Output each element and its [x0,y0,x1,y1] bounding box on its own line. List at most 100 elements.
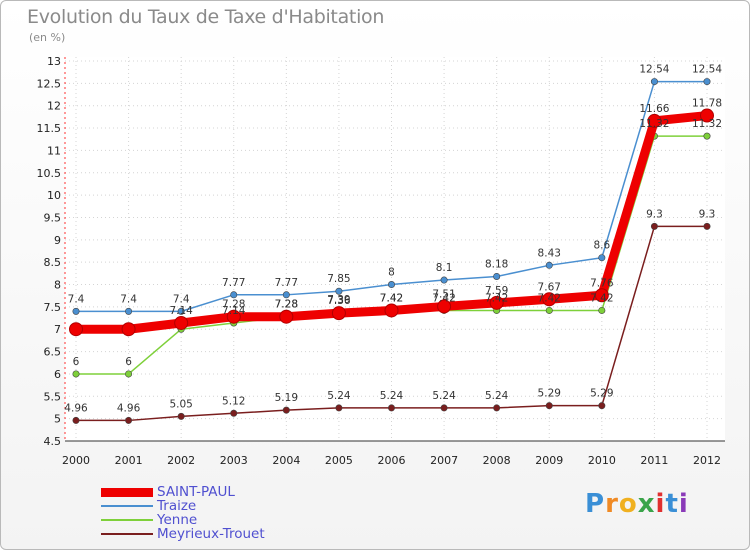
y-tick-label: 8.5 [44,256,62,269]
legend-label: SAINT-PAUL [157,484,235,500]
data-label: 5.05 [169,398,192,410]
x-tick-label: 2000 [62,454,90,467]
data-point [598,402,606,410]
y-tick-label: 6.5 [44,346,62,359]
data-label: 7.36 [327,295,351,307]
data-label: 8.1 [436,262,453,274]
data-point [594,288,609,303]
data-label: 5.24 [432,390,456,402]
legend-item: Yenne [101,513,265,527]
data-point [387,404,395,412]
data-label: 5.24 [380,390,404,402]
x-tick-label: 2006 [378,454,406,467]
x-tick-label: 2007 [430,454,458,467]
data-point [72,307,80,315]
legend-item: SAINT-PAUL [101,485,265,499]
series-saint-paul [69,108,714,337]
y-tick-label: 9 [54,234,61,247]
data-label: 5.29 [538,388,561,400]
data-label: 7.39 [327,294,350,306]
data-label: 8 [388,267,395,279]
data-point [440,404,448,412]
y-tick-label: 7.5 [44,301,62,314]
data-point [335,287,343,295]
legend-item: Traize [101,499,265,513]
data-label: 7.14 [169,305,193,317]
data-label: 9.3 [646,208,663,220]
y-tick-label: 4.5 [44,435,62,448]
data-label: 4.96 [117,402,141,414]
data-point [72,416,80,424]
data-point [230,291,238,299]
data-label: 7.42 [432,292,455,304]
legend-swatch [101,533,153,535]
data-point [282,406,290,414]
legend-item: Meyrieux-Trouet [101,527,265,541]
data-point [440,276,448,284]
data-label: 7.4 [173,293,190,305]
data-point [598,306,606,314]
chart-subtitle: (en %) [29,31,66,44]
plot-area [65,57,725,441]
x-tick-label: 2001 [115,454,143,467]
y-tick-label: 12.5 [37,77,62,90]
data-label: 7.59 [485,285,508,297]
y-tick-label: 10.5 [37,167,62,180]
data-point [545,402,553,410]
data-point [121,322,136,337]
logo-letter: t [665,489,679,519]
data-point [174,315,189,330]
x-tick-label: 2003 [220,454,248,467]
data-label: 7.14 [222,305,246,317]
x-tick-label: 2004 [272,454,300,467]
data-label: 4.96 [64,402,88,414]
data-point [387,281,395,289]
data-point [331,306,346,321]
x-tick-label: 2002 [167,454,195,467]
data-label: 5.19 [275,392,298,404]
data-label: 7.77 [275,277,298,289]
legend-label: Meyrieux-Trouet [157,526,265,542]
data-point [279,309,294,324]
x-tick-label: 2012 [693,454,721,467]
data-point [703,222,711,230]
data-point [493,272,501,280]
data-point [226,309,241,324]
data-label: 7.28 [222,299,245,311]
data-point [335,404,343,412]
data-point [650,222,658,230]
data-label: 11.32 [639,118,669,130]
y-tick-label: 9.5 [44,211,62,224]
data-label: 11.32 [692,118,722,130]
data-label: 6 [125,356,132,368]
data-point [493,404,501,412]
logo-letter: x [637,489,656,519]
data-point [125,370,133,378]
data-label: 7.28 [275,299,298,311]
data-label: 7.42 [590,292,613,304]
logo-letter: i [678,489,689,519]
legend-label: Traize [157,498,197,514]
data-label: 7.42 [380,292,403,304]
data-point [72,370,80,378]
y-tick-label: 12 [47,100,61,113]
data-point [647,113,662,128]
data-point [177,412,185,420]
y-tick-label: 6 [54,368,61,381]
legend-label: Yenne [157,512,198,528]
data-label: 8.18 [485,258,508,270]
chart-legend: SAINT-PAUL Traize Yenne Meyrieux-Trouet [101,485,265,541]
data-label: 8.6 [593,240,610,252]
data-label: 7.42 [380,292,403,304]
data-label: 7.51 [432,288,455,300]
y-tick-label: 5 [54,413,61,426]
x-tick-label: 2011 [640,454,668,467]
logo-letter: r [605,489,619,519]
x-tick-label: 2010 [588,454,616,467]
legend-swatch [101,487,153,497]
data-point [230,409,238,417]
chart-title: Evolution du Taux de Taxe d'Habitation [27,6,385,28]
data-label: 5.29 [590,388,613,400]
data-label: 5.24 [327,390,351,402]
data-label: 5.24 [485,390,509,402]
